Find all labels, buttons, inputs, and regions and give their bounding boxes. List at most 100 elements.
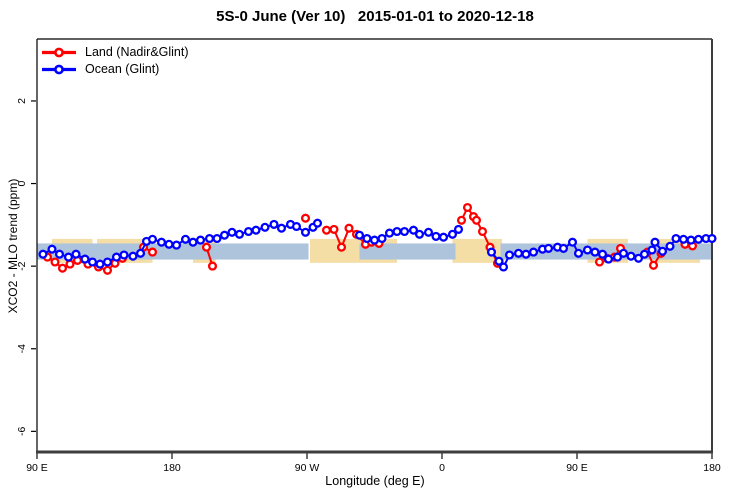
chart-title: 5S-0 June (Ver 10) 2015-01-01 to 2020-12…	[216, 8, 534, 25]
ocean-data-point	[626, 251, 636, 261]
ocean-data-point	[612, 252, 623, 262]
ocean-data-point	[567, 237, 578, 247]
ocean-data-point	[590, 247, 600, 257]
ocean-data-point	[234, 229, 245, 239]
land-data-point	[329, 224, 339, 234]
land-data-point	[477, 226, 488, 237]
ocean-data-point	[647, 245, 657, 255]
ocean-data-point	[219, 230, 230, 240]
land-data-point	[594, 257, 605, 267]
ocean-data-point	[80, 254, 90, 264]
legend: Land (Nadir&Glint) Ocean (Glint)	[41, 44, 189, 78]
land-data-point	[456, 215, 467, 225]
ocean-data-point	[543, 243, 554, 253]
ocean-data-point	[665, 241, 675, 251]
ocean-data-point	[54, 249, 65, 259]
ocean-series-swatch-icon	[42, 64, 76, 75]
y-tick-label: -6	[16, 427, 28, 436]
ocean-data-point	[147, 234, 158, 244]
land-data-point	[50, 257, 60, 267]
ocean-data-point	[558, 243, 569, 253]
ocean-data-point	[392, 226, 402, 237]
ocean-data-point	[633, 253, 644, 263]
ocean-series	[38, 218, 717, 272]
ocean-data-point	[135, 248, 146, 258]
land-data-point	[201, 242, 212, 252]
ocean-data-point	[260, 222, 270, 232]
legend-label-land: Land (Nadir&Glint)	[85, 45, 189, 59]
x-tick-label: 90 E	[26, 462, 48, 474]
ocean-data-point	[195, 235, 206, 245]
ocean-data-point	[453, 224, 464, 234]
ocean-data-point	[693, 234, 704, 244]
ocean-data-point	[276, 223, 287, 233]
x-tick-label: 180	[163, 462, 181, 474]
ocean-data-point	[423, 227, 434, 237]
ocean-data-point	[377, 233, 387, 244]
ocean-data-point	[657, 246, 668, 256]
ocean-data-point	[38, 249, 48, 259]
x-tick-label: 90 W	[295, 462, 320, 474]
land-data-point	[648, 260, 659, 270]
land-data-point	[102, 265, 113, 275]
ocean-data-point	[119, 250, 129, 260]
land-series-swatch-icon	[42, 47, 76, 58]
ocean-data-point	[63, 252, 74, 262]
uncertainty-band-blue	[359, 243, 456, 260]
ocean-data-point	[494, 256, 504, 266]
ocean-data-point	[156, 237, 167, 247]
x-tick-label: 90 E	[566, 462, 588, 474]
ocean-data-point	[95, 259, 105, 269]
ocean-data-point	[128, 251, 138, 261]
land-data-point	[471, 215, 482, 225]
ocean-data-point	[671, 233, 681, 244]
ocean-data-point	[597, 249, 608, 259]
legend-label-ocean: Ocean (Glint)	[85, 62, 160, 76]
ocean-data-point	[678, 234, 689, 244]
ocean-data-point	[528, 247, 539, 257]
y-tick-label: -4	[16, 344, 28, 353]
land-data-point	[321, 225, 332, 235]
ocean-data-point	[408, 225, 419, 235]
ocean-data-point	[513, 248, 524, 258]
land-data-point	[344, 223, 354, 233]
ocean-data-point	[438, 232, 449, 242]
ocean-data-point	[603, 254, 614, 264]
ocean-data-point	[291, 221, 302, 232]
ocean-data-point	[71, 249, 81, 259]
ocean-data-point	[362, 233, 372, 244]
ocean-data-point	[369, 235, 380, 245]
ocean-data-point	[188, 237, 198, 247]
ocean-data-point	[399, 226, 410, 237]
y-tick-label: -2	[16, 261, 28, 270]
x-axis-title: Longitude (deg E)	[325, 474, 425, 488]
y-tick-label: 2	[16, 98, 28, 104]
land-data-point	[300, 213, 311, 223]
ocean-data-point	[164, 239, 174, 249]
ocean-data-point	[251, 225, 261, 235]
ocean-data-point	[300, 227, 311, 237]
ocean-data-point	[102, 257, 113, 267]
land-data-point	[65, 259, 75, 269]
uncertainty-band-blue	[37, 243, 309, 260]
ocean-data-point	[414, 229, 425, 239]
ocean-data-point	[47, 244, 57, 254]
ocean-data-point	[618, 248, 629, 258]
ocean-data-point	[111, 252, 122, 262]
ocean-data-point	[312, 218, 323, 228]
ocean-data-point	[354, 230, 365, 240]
land-data-point	[462, 202, 473, 213]
y-tick-label: 0	[16, 180, 28, 186]
ocean-data-point	[243, 226, 254, 237]
ocean-data-point	[180, 234, 191, 244]
ocean-data-point	[447, 229, 458, 239]
x-tick-label: 180	[703, 462, 721, 474]
legend-item-land: Land (Nadir&Glint)	[41, 44, 189, 61]
ocean-data-point	[707, 233, 717, 244]
ocean-data-point	[431, 231, 441, 241]
land-data-point	[57, 263, 68, 273]
ocean-data-point	[582, 245, 593, 255]
ocean-data-point	[504, 250, 515, 260]
